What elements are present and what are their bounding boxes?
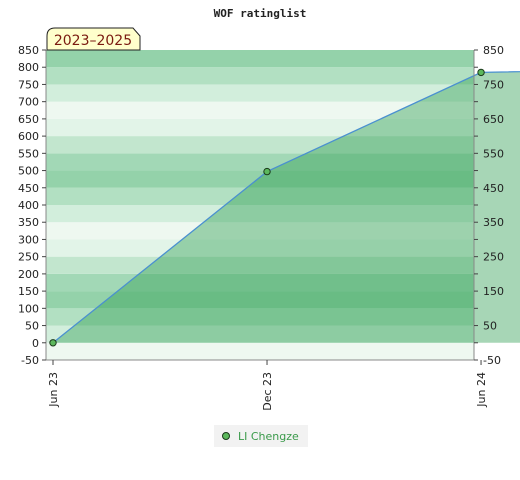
background-band [46, 101, 474, 119]
y-tick-label: 750 [18, 78, 39, 91]
x-tick-label: Dec 23 [261, 372, 274, 411]
badge-shape [46, 27, 141, 51]
y-tick-label-right: 350 [483, 216, 504, 229]
x-tick-label: Jun 23 [47, 372, 60, 408]
background-band [46, 118, 474, 137]
y-tick-label: 650 [18, 113, 39, 126]
legend[interactable]: LI Chengze [214, 425, 308, 447]
chart-title: WOF ratinglist [214, 7, 307, 20]
y-tick-label: 700 [18, 96, 39, 109]
y-tick-label: -50 [21, 354, 39, 367]
legend-box [214, 425, 308, 447]
y-tick-label: 550 [18, 147, 39, 160]
badge-label: 2023–2025 [54, 33, 132, 49]
background-band [46, 291, 474, 309]
y-tick-label-right: 450 [483, 182, 504, 195]
background-band [46, 342, 474, 360]
series-area [53, 71, 520, 343]
data-point [49, 339, 57, 347]
legend-marker-icon [222, 432, 230, 440]
background-band [46, 50, 474, 68]
y-tick-label: 800 [18, 61, 39, 74]
y-tick-label-right: 750 [483, 78, 504, 91]
y-tick-label: 350 [18, 216, 39, 229]
background-band [46, 239, 474, 257]
y-tick-label-right: 650 [483, 113, 504, 126]
y-tick-label: 600 [18, 130, 39, 143]
background-band [46, 84, 474, 102]
y-tick-label: 50 [25, 320, 39, 333]
background-band [46, 170, 474, 188]
background-band [46, 187, 474, 205]
y-axis-left: -50 0 50 100 150 200 250 300 350 400 450 500 550 600 6… [18, 44, 46, 367]
y-tick-label-right: -50 [483, 354, 501, 367]
background-band [46, 205, 474, 223]
series-line [52, 70, 520, 344]
background-bands [46, 50, 474, 360]
background-band [46, 273, 474, 292]
y-tick-label-right: 850 [483, 44, 504, 57]
y-tick-label: 400 [18, 199, 39, 212]
data-points [49, 68, 485, 347]
y-tick-label: 100 [18, 302, 39, 315]
background-band [46, 222, 474, 240]
y-tick-label-right: 150 [483, 285, 504, 298]
y-tick-label: 300 [18, 233, 39, 246]
y-tick-label: 450 [18, 182, 39, 195]
y-tick-label-right: 50 [483, 320, 497, 333]
area-layer [53, 71, 520, 343]
date-range-badge: 2023–2025 [46, 27, 141, 51]
y-tick-label-right: 550 [483, 147, 504, 160]
background-band [46, 256, 474, 274]
y-tick-label-right: 250 [483, 251, 504, 264]
y-tick-label: 500 [18, 165, 39, 178]
background-band [46, 153, 474, 171]
data-point [477, 68, 485, 77]
y-tick-label: 850 [18, 44, 39, 57]
background-band [46, 325, 474, 343]
background-band [46, 136, 474, 154]
x-tick-label: Jun 24 [475, 372, 488, 408]
y-tick-label: 0 [32, 337, 39, 350]
y-tick-label: 200 [18, 268, 39, 281]
background-band [46, 67, 474, 85]
y-axis-right: -50 50 150 250 350 450 550 650 750 850 [474, 44, 504, 367]
y-tick-label: 150 [18, 285, 39, 298]
background-band [46, 308, 474, 326]
legend-label: LI Chengze [238, 430, 299, 443]
data-point [263, 167, 271, 176]
line-layer [52, 70, 520, 344]
y-tick-label: 250 [18, 251, 39, 264]
